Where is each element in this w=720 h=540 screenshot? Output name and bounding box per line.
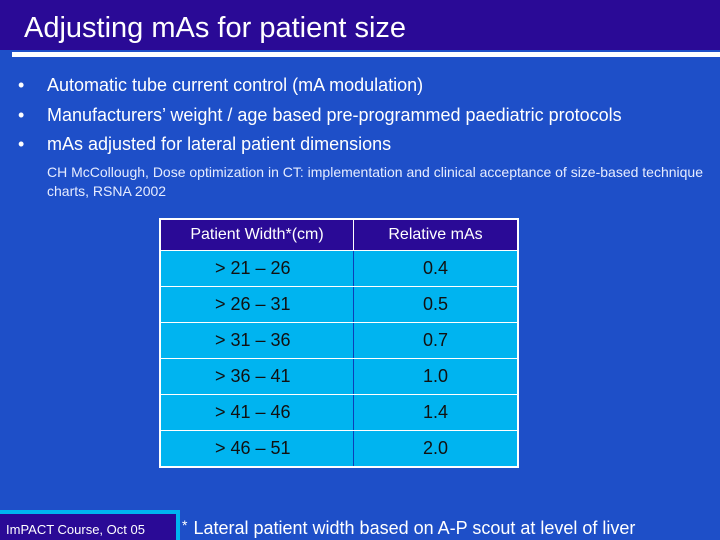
width-cell: > 41 – 46 — [159, 394, 354, 431]
table-row: > 21 – 26 0.4 — [159, 250, 519, 287]
title-bar: Adjusting mAs for patient size — [0, 0, 720, 50]
width-cell: > 26 – 31 — [159, 286, 354, 323]
width-cell: > 36 – 41 — [159, 358, 354, 395]
mas-cell: 1.0 — [353, 358, 519, 395]
mas-cell: 0.4 — [353, 250, 519, 287]
bullet-marker: • — [18, 105, 25, 125]
width-cell: > 46 – 51 — [159, 430, 354, 468]
footnote: * Lateral patient width based on A-P scou… — [182, 514, 635, 539]
footnote-text: Lateral patient width based on A-P scout… — [193, 518, 636, 538]
table-row: > 46 – 51 2.0 — [159, 430, 519, 468]
bullet-marker: • — [18, 75, 25, 95]
mas-cell: 0.7 — [353, 322, 519, 359]
footer-course-label: ImPACT Course, Oct 05 — [0, 510, 180, 540]
footnote-marker: * — [182, 517, 188, 533]
column-header-width: Patient Width*(cm) — [159, 218, 354, 251]
width-cell: > 21 – 26 — [159, 250, 354, 287]
table-row: > 31 – 36 0.7 — [159, 322, 519, 359]
table-row: > 26 – 31 0.5 — [159, 286, 519, 323]
bullet-text: mAs adjusted for lateral patient dimensi… — [47, 134, 392, 154]
reference-citation: CH McCollough, Dose optimization in CT: … — [47, 164, 704, 199]
footer-text: ImPACT Course, Oct 05 — [6, 522, 145, 537]
mas-cell: 0.5 — [353, 286, 519, 323]
slide-title: Adjusting mAs for patient size — [24, 12, 407, 44]
mas-table: Patient Width*(cm) Relative mAs > 21 – 2… — [159, 218, 519, 468]
column-header-mas: Relative mAs — [353, 218, 519, 251]
mas-cell: 2.0 — [353, 430, 519, 468]
width-cell: > 31 – 36 — [159, 322, 354, 359]
table-row: > 41 – 46 1.4 — [159, 394, 519, 431]
table-row: > 36 – 41 1.0 — [159, 358, 519, 395]
table-header-row: Patient Width*(cm) Relative mAs — [159, 218, 519, 251]
bullet-text: Automatic tube current control (mA modul… — [47, 75, 424, 95]
mas-cell: 1.4 — [353, 394, 519, 431]
title-underline — [12, 52, 720, 57]
bullet-text: Manufacturers’ weight / age based pre-pr… — [47, 105, 622, 125]
bullet-marker: • — [18, 134, 25, 154]
